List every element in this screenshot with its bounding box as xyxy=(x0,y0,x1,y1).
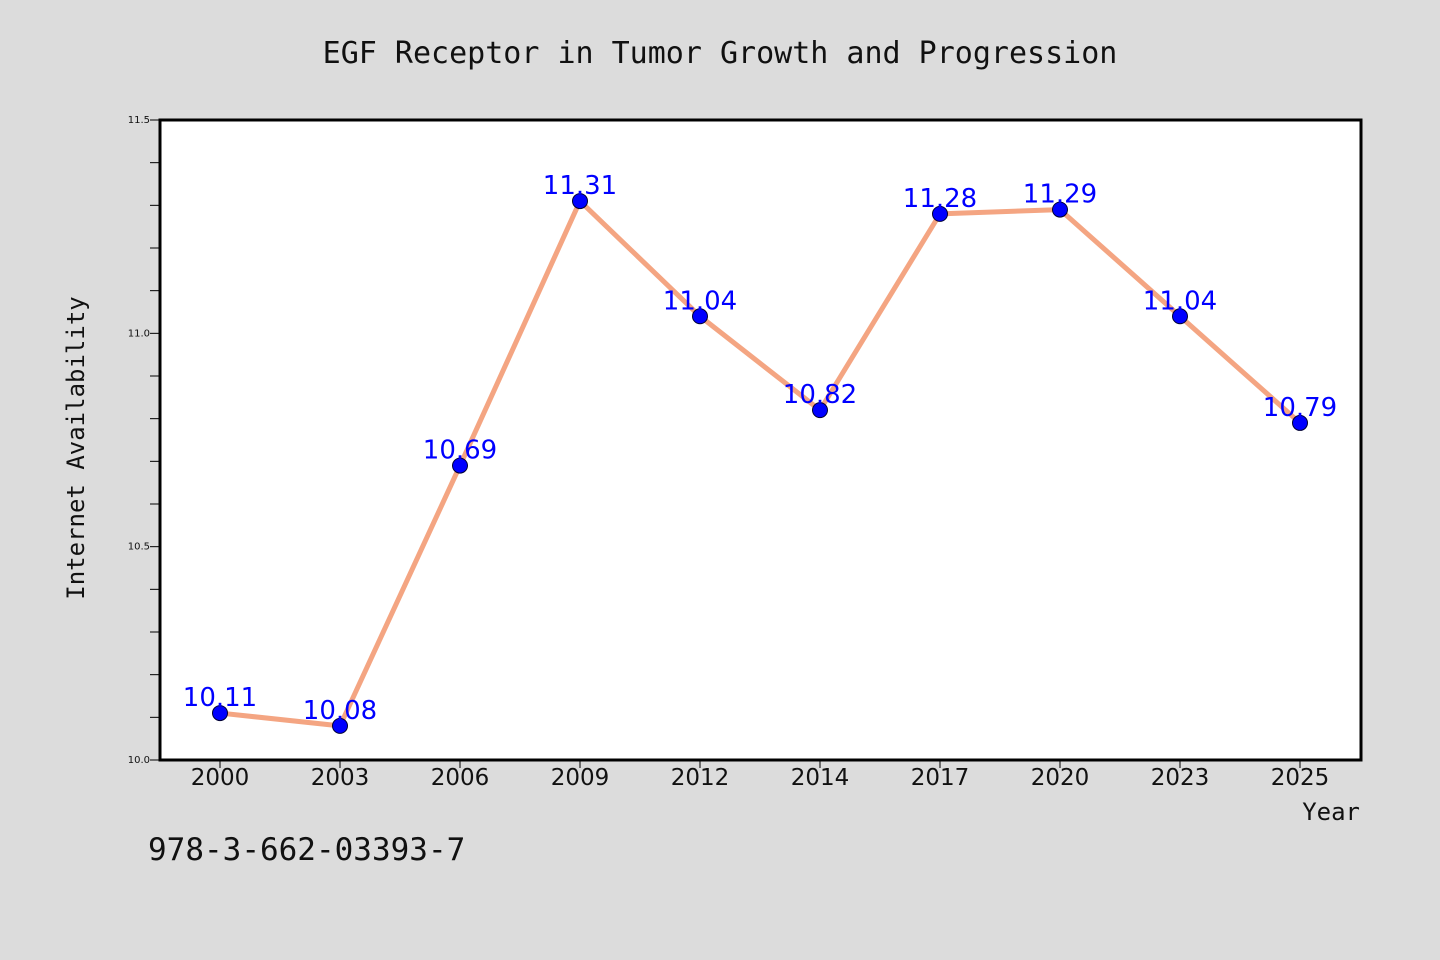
data-label: 11.29 xyxy=(1023,180,1097,210)
x-tick-label: 2012 xyxy=(671,765,730,791)
plot-area xyxy=(158,118,1363,762)
x-tick-label: 2020 xyxy=(1031,765,1090,791)
data-label: 11.04 xyxy=(1143,286,1217,316)
data-label: 11.04 xyxy=(663,286,737,316)
y-axis: 10.0 10.5 11.0 11.5 xyxy=(128,115,160,766)
x-axis-label: Year xyxy=(1302,798,1360,826)
data-point xyxy=(812,402,828,419)
data-point xyxy=(1172,308,1188,325)
y-tick-label: 10.5 xyxy=(128,542,150,553)
data-point xyxy=(1052,201,1068,218)
x-tick-label: 2003 xyxy=(311,765,370,791)
y-axis-label: Internet Availability xyxy=(62,296,90,599)
footer-code: 978-3-662-03393-7 xyxy=(148,832,466,868)
data-labels-group: 10.11 10.08 10.69 11.31 11.04 10.82 11.28 11.29… xyxy=(183,171,1337,726)
y-tick-label: 11.0 xyxy=(128,328,150,339)
series-line xyxy=(217,198,1303,729)
data-label: 10.82 xyxy=(783,380,857,410)
data-point xyxy=(572,193,588,210)
x-tick-label: 2014 xyxy=(791,765,850,791)
y-tick-label: 11.5 xyxy=(128,115,150,126)
chart-title: EGF Receptor in Tumor Growth and Progres… xyxy=(323,36,1118,71)
x-tick-label: 2000 xyxy=(191,765,250,791)
data-label: 10.79 xyxy=(1263,393,1337,423)
x-tick-label: 2009 xyxy=(551,765,610,791)
data-point xyxy=(332,717,348,734)
x-axis: 2000 2003 2006 2009 2012 2014 2017 2020 2023 2025 xyxy=(191,760,1330,791)
data-point xyxy=(692,308,708,325)
x-tick-label: 2025 xyxy=(1271,765,1330,791)
data-point xyxy=(452,457,468,474)
series-group xyxy=(212,193,1308,734)
data-label: 11.31 xyxy=(543,171,617,201)
data-point xyxy=(1292,414,1308,431)
x-tick-label: 2023 xyxy=(1151,765,1210,791)
data-label: 10.69 xyxy=(423,436,497,466)
y-tick-label: 10.0 xyxy=(128,755,150,766)
data-label: 10.08 xyxy=(303,696,377,726)
data-point xyxy=(932,205,948,222)
data-label: 10.11 xyxy=(183,683,257,713)
data-point xyxy=(212,705,228,722)
data-label: 11.28 xyxy=(903,184,977,214)
x-tick-label: 2017 xyxy=(911,765,970,791)
x-tick-label: 2006 xyxy=(431,765,490,791)
